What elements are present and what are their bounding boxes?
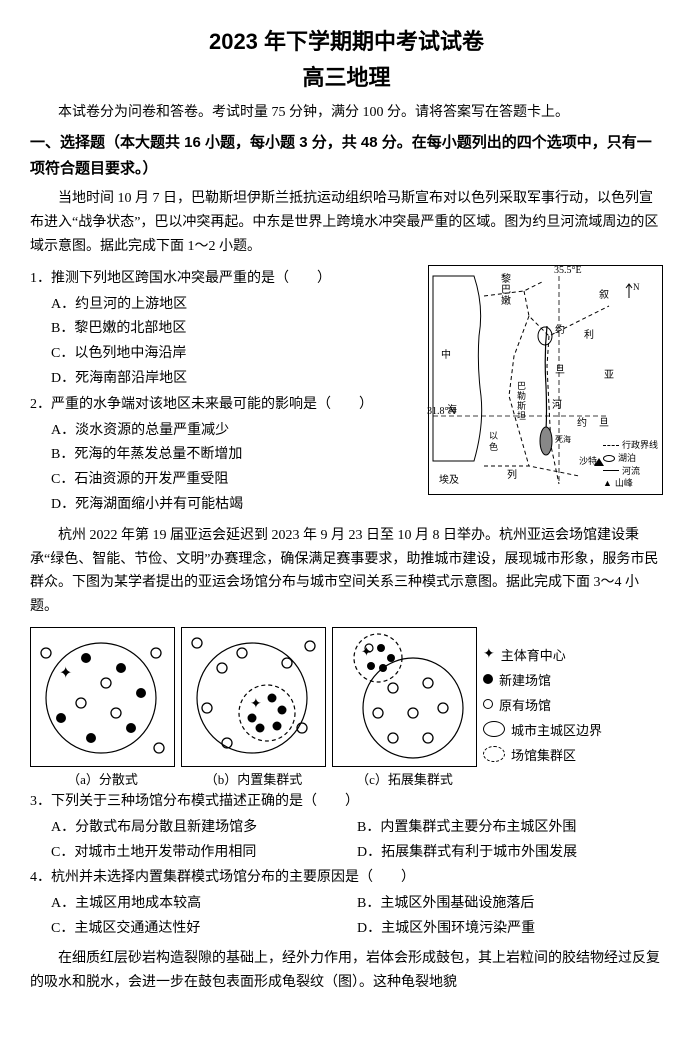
map-zhong: 中	[441, 346, 451, 361]
map-legend: 行政界线 湖泊 河流 ▲山峰	[603, 439, 658, 489]
map-jordan-dan: 旦	[599, 414, 609, 429]
legend-filled: 新建场馆	[499, 670, 551, 689]
q1-opt-c: C．以色列地中海沿岸	[51, 342, 420, 366]
diagram-a: ✦ （a）分散式	[30, 627, 175, 788]
q1-opt-a: A．约旦河的上游地区	[51, 293, 420, 317]
diagram-c: ✦ （c）拓展集群式	[332, 627, 477, 788]
q2-opt-d: D．死海湖面缩小并有可能枯竭	[51, 493, 420, 517]
diagram-b: ✦ （b）内置集群式	[181, 627, 326, 788]
q3-stem: 3．下列关于三种场馆分布模式描述正确的是（ ）	[30, 790, 663, 814]
q4-row-ab: A．主城区用地成本较高 B．主城区外围基础设施落后	[51, 892, 663, 916]
q4-opt-a: A．主城区用地成本较高	[51, 892, 357, 916]
jordan-river-map: N 35.5°E 31.8°N 黎 巴 嫩 叙 利 亚 中 海 约 旦 河 以 …	[428, 265, 663, 495]
map-yise: 以 色	[487, 431, 500, 451]
legend-border: 行政界线	[622, 439, 658, 452]
legend-solid-circle: 城市主城区边界	[511, 720, 602, 739]
q1-q2-map-wrap: 1．推测下列地区跨国水冲突最严重的是（ ） A．约旦河的上游地区 B．黎巴嫩的北…	[30, 265, 663, 518]
map-dan: 旦	[555, 361, 565, 376]
q3-row-ab: A．分散式布局分散且新建场馆多 B．内置集群式主要分布主城区外围	[51, 816, 663, 840]
legend-dashed-circle: 场馆集群区	[511, 745, 576, 764]
intro-text: 本试卷分为问卷和答卷。考试时量 75 分钟，满分 100 分。请将答案写在答题卡…	[30, 102, 663, 124]
section-1-heading: 一、选择题（本大题共 16 小题，每小题 3 分，共 48 分。在每小题列出的四…	[30, 130, 663, 181]
solid-circle-icon	[483, 721, 505, 737]
diagram-legend: ✦ 主体育中心 新建场馆 原有场馆 城市主城区边界 场馆集群区	[483, 627, 663, 770]
q4-row-cd: C．主城区交通通达性好 D．主城区外围环境污染严重	[51, 917, 663, 941]
passage-2: 杭州 2022 年第 19 届亚运会延迟到 2023 年 9 月 23 日至 1…	[30, 524, 663, 619]
svg-text:✦: ✦	[250, 697, 262, 712]
q2-opt-a: A．淡水资源的总量严重减少	[51, 419, 420, 443]
legend-star: 主体育中心	[501, 645, 566, 664]
q3-opt-a: A．分散式布局分散且新建场馆多	[51, 816, 357, 840]
q2-opt-b: B．死海的年蒸发总量不断增加	[51, 443, 420, 467]
open-dot-icon	[483, 699, 493, 709]
map-syria: 叙	[599, 286, 609, 301]
legend-peak: 山峰	[615, 477, 633, 490]
q1-q2-left: 1．推测下列地区跨国水冲突最严重的是（ ） A．约旦河的上游地区 B．黎巴嫩的北…	[30, 265, 420, 518]
svg-text:N: N	[633, 282, 640, 292]
legend-lake: 湖泊	[618, 452, 636, 465]
filled-dot-icon	[483, 674, 493, 684]
venue-diagram-row: ✦ （a）分散式	[30, 627, 663, 788]
q4-opt-b: B．主城区外围基础设施落后	[357, 892, 663, 916]
map-lebanon: 黎 巴 嫩	[501, 274, 511, 307]
map-palestine: 巴勒斯坦	[515, 381, 528, 421]
exam-page: 2023 年下学期期中考试试卷 高三地理 本试卷分为问卷和答卷。考试时量 75 …	[0, 0, 693, 1020]
title-main: 2023 年下学期期中考试试卷	[30, 24, 663, 56]
q4-stem: 4．杭州并未选择内置集群模式场馆分布的主要原因是（ ）	[30, 866, 663, 890]
q4-opt-c: C．主城区交通通达性好	[51, 917, 357, 941]
q3-row-cd: C．对城市土地开发带动作用相同 D．拓展集群式有利于城市外围发展	[51, 841, 663, 865]
title-sub: 高三地理	[30, 60, 663, 92]
legend-river: 河流	[622, 465, 640, 478]
q1-opt-d: D．死海南部沿岸地区	[51, 367, 420, 391]
dashed-circle-icon	[483, 746, 505, 762]
q1-stem: 1．推测下列地区跨国水冲突最严重的是（ ）	[30, 267, 420, 291]
q3-opt-d: D．拓展集群式有利于城市外围发展	[357, 841, 663, 865]
q3-opt-b: B．内置集群式主要分布主城区外围	[357, 816, 663, 840]
star-icon: ✦	[483, 646, 495, 663]
legend-open: 原有场馆	[499, 695, 551, 714]
map-hai: 海	[447, 401, 457, 416]
map-he: 河	[552, 396, 562, 411]
map-ya: 亚	[604, 366, 614, 381]
diagram-a-caption: （a）分散式	[30, 769, 175, 788]
map-lie: 列	[507, 466, 517, 481]
q1-opt-b: B．黎巴嫩的北部地区	[51, 317, 420, 341]
q3-opt-c: C．对城市土地开发带动作用相同	[51, 841, 357, 865]
map-jordan-yue: 约	[577, 414, 587, 429]
passage-1: 当地时间 10 月 7 日，巴勒斯坦伊斯兰抵抗运动组织哈马斯宣布对以色列采取军事…	[30, 187, 663, 258]
map-li: 利	[584, 326, 594, 341]
map-lon-label: 35.5°E	[554, 265, 582, 276]
q2-stem: 2．严重的水争端对该地区未来最可能的影响是（ ）	[30, 393, 420, 417]
diagram-b-caption: （b）内置集群式	[181, 769, 326, 788]
q4-opt-d: D．主城区外围环境污染严重	[357, 917, 663, 941]
map-yue: 约	[555, 321, 565, 336]
passage-3: 在细质红层砂岩构造裂隙的基础上，经外力作用，岩体会形成鼓包，其上岩粒间的胶结物经…	[30, 947, 663, 995]
map-egypt: 埃及	[439, 471, 459, 486]
diagram-c-caption: （c）拓展集群式	[332, 769, 477, 788]
svg-text:✦: ✦	[59, 665, 72, 682]
map-deadsea: 死海	[555, 434, 571, 445]
q2-opt-c: C．石油资源的开发严重受阻	[51, 468, 420, 492]
map-saudi: 沙特	[579, 454, 597, 467]
